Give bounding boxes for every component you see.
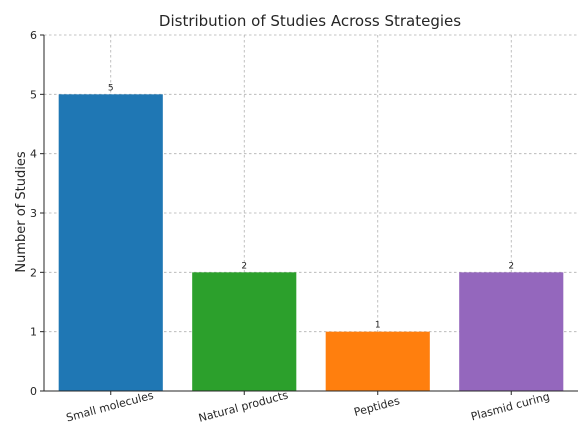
bar-small-molecules xyxy=(58,94,163,391)
data-label: 5 xyxy=(108,83,114,93)
bars xyxy=(58,94,564,391)
x-tick-label: Natural products xyxy=(197,388,290,424)
bar-peptides xyxy=(325,331,430,391)
y-tick-label: 3 xyxy=(30,207,37,220)
data-label: 2 xyxy=(508,261,514,271)
y-tick-label: 0 xyxy=(30,385,37,398)
bar-natural-products xyxy=(192,272,297,391)
data-label: 1 xyxy=(375,321,381,331)
x-axis-ticks: Small molecules Natural products Peptides P… xyxy=(65,388,551,424)
y-tick-label: 4 xyxy=(30,148,37,161)
data-label: 2 xyxy=(241,261,247,271)
data-labels: 5 2 1 2 xyxy=(108,83,514,330)
bar-plasmid-curing xyxy=(459,272,564,391)
y-tick-label: 1 xyxy=(30,326,37,339)
chart-title: Distribution of Studies Across Strategie… xyxy=(159,12,461,30)
y-tick-label: 2 xyxy=(30,266,37,279)
x-tick-label: Small molecules xyxy=(65,389,155,425)
x-tick-label: Peptides xyxy=(353,394,402,419)
y-axis-label: Number of Studies xyxy=(14,151,29,272)
y-tick-label: 6 xyxy=(30,29,37,42)
x-tick-label: Plasmid curing xyxy=(470,390,552,424)
y-axis-ticks: 0 1 2 3 4 5 6 xyxy=(30,29,44,398)
y-tick-label: 5 xyxy=(30,88,37,101)
